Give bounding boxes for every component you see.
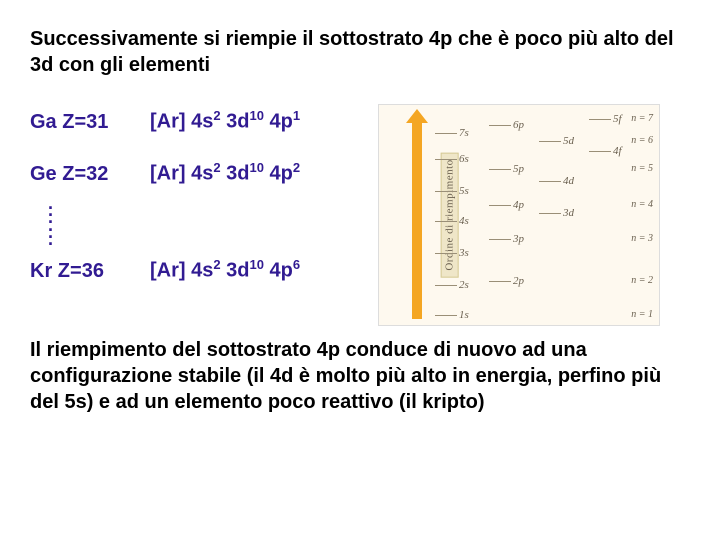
sub2: 3d [226, 111, 249, 133]
core: [Ar] [150, 163, 186, 185]
energy-level: 5d [539, 135, 574, 147]
energy-level: 4p [489, 199, 524, 211]
energy-level: 6s [435, 153, 469, 165]
n-label: n = 7 [631, 113, 653, 124]
n-label: n = 6 [631, 135, 653, 146]
energy-level: 5s [435, 185, 469, 197]
electron-configuration: [Ar] 4s2 3d10 4p6 [150, 257, 300, 283]
energy-level: 2p [489, 275, 524, 287]
energy-level: 1s [435, 309, 469, 321]
sub1: 4s [191, 163, 213, 185]
energy-level-diagram: Ordine di riempimento 7s6s5s4s3s2s1s6p5p… [378, 104, 660, 326]
upward-arrow-icon [409, 111, 425, 319]
energy-level: 4d [539, 175, 574, 187]
n-label: n = 4 [631, 199, 653, 210]
heading: Successivamente si riempie il sottostrat… [30, 26, 690, 78]
exp3: 2 [293, 160, 300, 175]
element-name: Ga Z=31 [30, 111, 150, 134]
symbol: Kr [30, 260, 52, 282]
exp3: 6 [293, 257, 300, 272]
exp1: 2 [213, 160, 220, 175]
element-name: Ge Z=32 [30, 163, 150, 186]
exp2: 10 [250, 160, 264, 175]
n-label: n = 5 [631, 163, 653, 174]
energy-level: 2s [435, 279, 469, 291]
symbol: Ge [30, 163, 57, 185]
energy-level: 3d [539, 207, 574, 219]
exp3: 1 [293, 108, 300, 123]
exp2: 10 [250, 257, 264, 272]
sub2: 3d [226, 163, 249, 185]
n-label: n = 2 [631, 275, 653, 286]
core: [Ar] [150, 111, 186, 133]
sub1: 4s [191, 111, 213, 133]
atomic-number: Z=31 [62, 111, 108, 133]
energy-level: 3s [435, 247, 469, 259]
exp2: 10 [250, 108, 264, 123]
energy-level: 3p [489, 233, 524, 245]
footer: Il riempimento del sottostrato 4p conduc… [30, 337, 690, 415]
energy-level: 5f [589, 113, 622, 125]
exp1: 2 [213, 257, 220, 272]
energy-level: 4f [589, 145, 622, 157]
energy-level: 7s [435, 127, 469, 139]
energy-level: 5p [489, 163, 524, 175]
symbol: Ga [30, 111, 57, 133]
element-name: Kr Z=36 [30, 260, 150, 283]
core: [Ar] [150, 260, 186, 282]
slide: Successivamente si riempie il sottostrat… [0, 0, 720, 540]
sub3: 4p [270, 163, 293, 185]
sub2: 3d [226, 260, 249, 282]
sub1: 4s [191, 260, 213, 282]
electron-configuration: [Ar] 4s2 3d10 4p2 [150, 160, 300, 186]
atomic-number: Z=36 [58, 260, 104, 282]
energy-level: 6p [489, 119, 524, 131]
exp1: 2 [213, 108, 220, 123]
n-label: n = 1 [631, 309, 653, 320]
electron-configuration: [Ar] 4s2 3d10 4p1 [150, 108, 300, 134]
energy-level: 4s [435, 215, 469, 227]
sub3: 4p [270, 111, 293, 133]
n-label: n = 3 [631, 233, 653, 244]
atomic-number: Z=32 [62, 163, 108, 185]
sub3: 4p [270, 260, 293, 282]
